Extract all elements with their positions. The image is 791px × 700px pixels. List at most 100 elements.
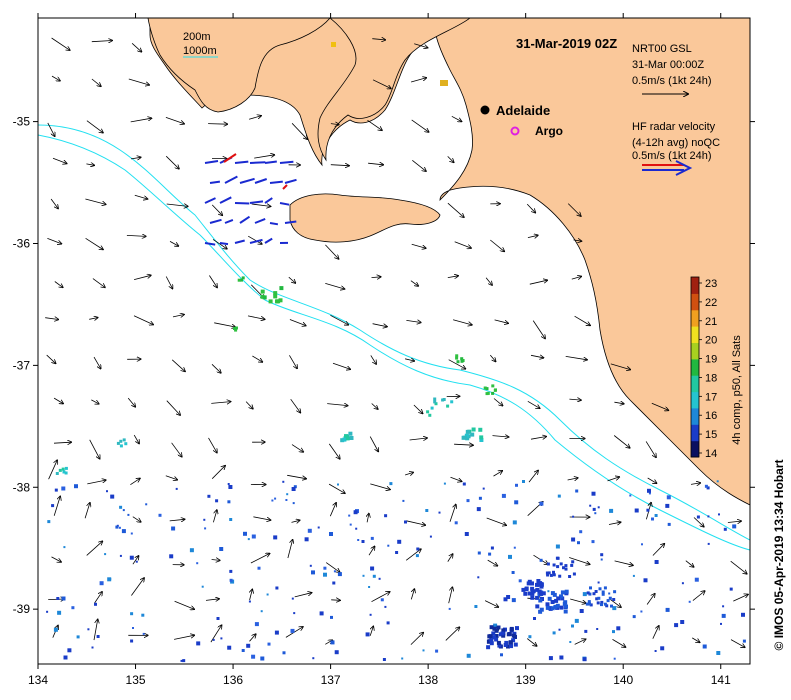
sst-pixel bbox=[539, 582, 544, 587]
current-arrow bbox=[294, 593, 312, 598]
sst-pixel bbox=[654, 560, 659, 564]
colorbar-segment bbox=[691, 309, 699, 327]
sst-pixel bbox=[109, 578, 112, 580]
sst-pixel bbox=[667, 522, 671, 526]
sst-pixel bbox=[361, 540, 365, 543]
sst-pixel bbox=[570, 563, 574, 567]
current-arrow bbox=[454, 444, 473, 445]
sst-pixel bbox=[119, 444, 123, 448]
sst-pixel bbox=[362, 574, 365, 577]
sst-pixel bbox=[274, 630, 279, 635]
sst-pixel bbox=[142, 632, 145, 635]
sst-pixel bbox=[511, 598, 516, 603]
colorbar-tick-label: 19 bbox=[705, 354, 717, 366]
sst-pixel bbox=[490, 546, 494, 550]
current-arrow bbox=[730, 560, 747, 574]
current-arrow bbox=[89, 318, 98, 320]
sst-pixel bbox=[442, 398, 446, 401]
radar-vector bbox=[224, 175, 238, 184]
sst-pixel bbox=[549, 573, 553, 577]
sst-pixel bbox=[579, 609, 584, 613]
current-arrow bbox=[447, 156, 454, 162]
sst-pixel bbox=[681, 582, 684, 585]
current-arrow bbox=[532, 320, 545, 339]
sst-pixel bbox=[384, 605, 387, 608]
current-arrow bbox=[165, 475, 178, 480]
current-arrow bbox=[214, 322, 235, 327]
sst-pixel bbox=[220, 637, 223, 640]
sst-pixel bbox=[380, 598, 384, 602]
sst-pixel bbox=[118, 526, 121, 529]
sst-pixel bbox=[514, 500, 519, 505]
sst-pixel bbox=[304, 537, 309, 542]
sst-pixel bbox=[548, 656, 553, 661]
sst-pixel bbox=[485, 387, 489, 391]
y-tick-label: -39 bbox=[13, 602, 31, 616]
sst-pixel bbox=[61, 486, 66, 491]
sst-pixel bbox=[349, 436, 354, 440]
sst-pixel bbox=[215, 499, 219, 503]
current-arrow bbox=[94, 592, 103, 604]
sst-pixel bbox=[273, 535, 278, 540]
sst-pixel bbox=[237, 278, 241, 282]
current-arrow bbox=[50, 198, 58, 209]
sst-pixel bbox=[271, 499, 274, 502]
argo-marker bbox=[510, 126, 520, 136]
sst-pixel bbox=[464, 433, 469, 438]
sst-pixel bbox=[634, 508, 639, 513]
sst-pixel bbox=[613, 657, 616, 660]
current-arrow bbox=[372, 39, 385, 40]
radar-vector bbox=[269, 222, 279, 226]
sst-pixel bbox=[539, 607, 544, 612]
current-arrow bbox=[91, 41, 112, 42]
sst-pixel bbox=[556, 556, 560, 560]
sst-pixel bbox=[603, 602, 607, 606]
current-arrow bbox=[169, 519, 185, 521]
sst-pixel bbox=[309, 564, 312, 567]
current-arrow bbox=[325, 562, 340, 573]
sst-pixel bbox=[119, 439, 123, 443]
sst-pixel bbox=[460, 357, 464, 361]
sst-pixel bbox=[119, 505, 123, 509]
sst-pixel bbox=[530, 581, 534, 586]
sst-pixel bbox=[640, 610, 643, 613]
radar-vector bbox=[249, 200, 264, 204]
x-tick-label: 138 bbox=[418, 673, 438, 687]
sst-pixel bbox=[67, 648, 72, 653]
current-arrow bbox=[211, 204, 222, 215]
sst-pixel bbox=[582, 657, 587, 662]
sst-pixel bbox=[589, 586, 592, 590]
sst-pixel bbox=[282, 480, 285, 483]
sst-pixel bbox=[58, 468, 62, 472]
sst-pixel bbox=[54, 488, 58, 492]
sst-pixel bbox=[732, 524, 737, 529]
colorbar-segment bbox=[691, 424, 699, 442]
sst-pixel bbox=[612, 606, 617, 611]
sst-pixel bbox=[466, 499, 470, 503]
sst-pixel bbox=[404, 520, 407, 524]
current-arrow bbox=[328, 483, 345, 493]
sst-pixel bbox=[348, 431, 353, 436]
sst-pixel bbox=[119, 554, 122, 557]
sst-pixel bbox=[382, 658, 386, 661]
sst-pixel bbox=[600, 558, 603, 561]
radar-vector bbox=[204, 160, 219, 164]
current-arrow bbox=[54, 281, 63, 288]
sst-pixel bbox=[492, 626, 497, 631]
current-arrow bbox=[91, 399, 99, 404]
sst-pixel bbox=[557, 494, 561, 498]
sst-pixel bbox=[550, 600, 555, 604]
sst-pixel bbox=[603, 586, 607, 590]
current-arrow bbox=[131, 578, 144, 596]
sst-pixel bbox=[587, 600, 591, 604]
sst-pixel bbox=[555, 603, 560, 608]
sst-pixel bbox=[260, 289, 265, 294]
sst-pixel bbox=[537, 589, 542, 594]
current-arrow bbox=[372, 79, 391, 89]
sst-pixel bbox=[718, 513, 720, 516]
sst-pixel bbox=[56, 597, 60, 600]
sst-pixel bbox=[600, 600, 604, 604]
colorbar-tick-label: 22 bbox=[705, 297, 717, 309]
svg-text:200m: 200m bbox=[183, 31, 211, 43]
sst-pixel bbox=[545, 602, 550, 607]
